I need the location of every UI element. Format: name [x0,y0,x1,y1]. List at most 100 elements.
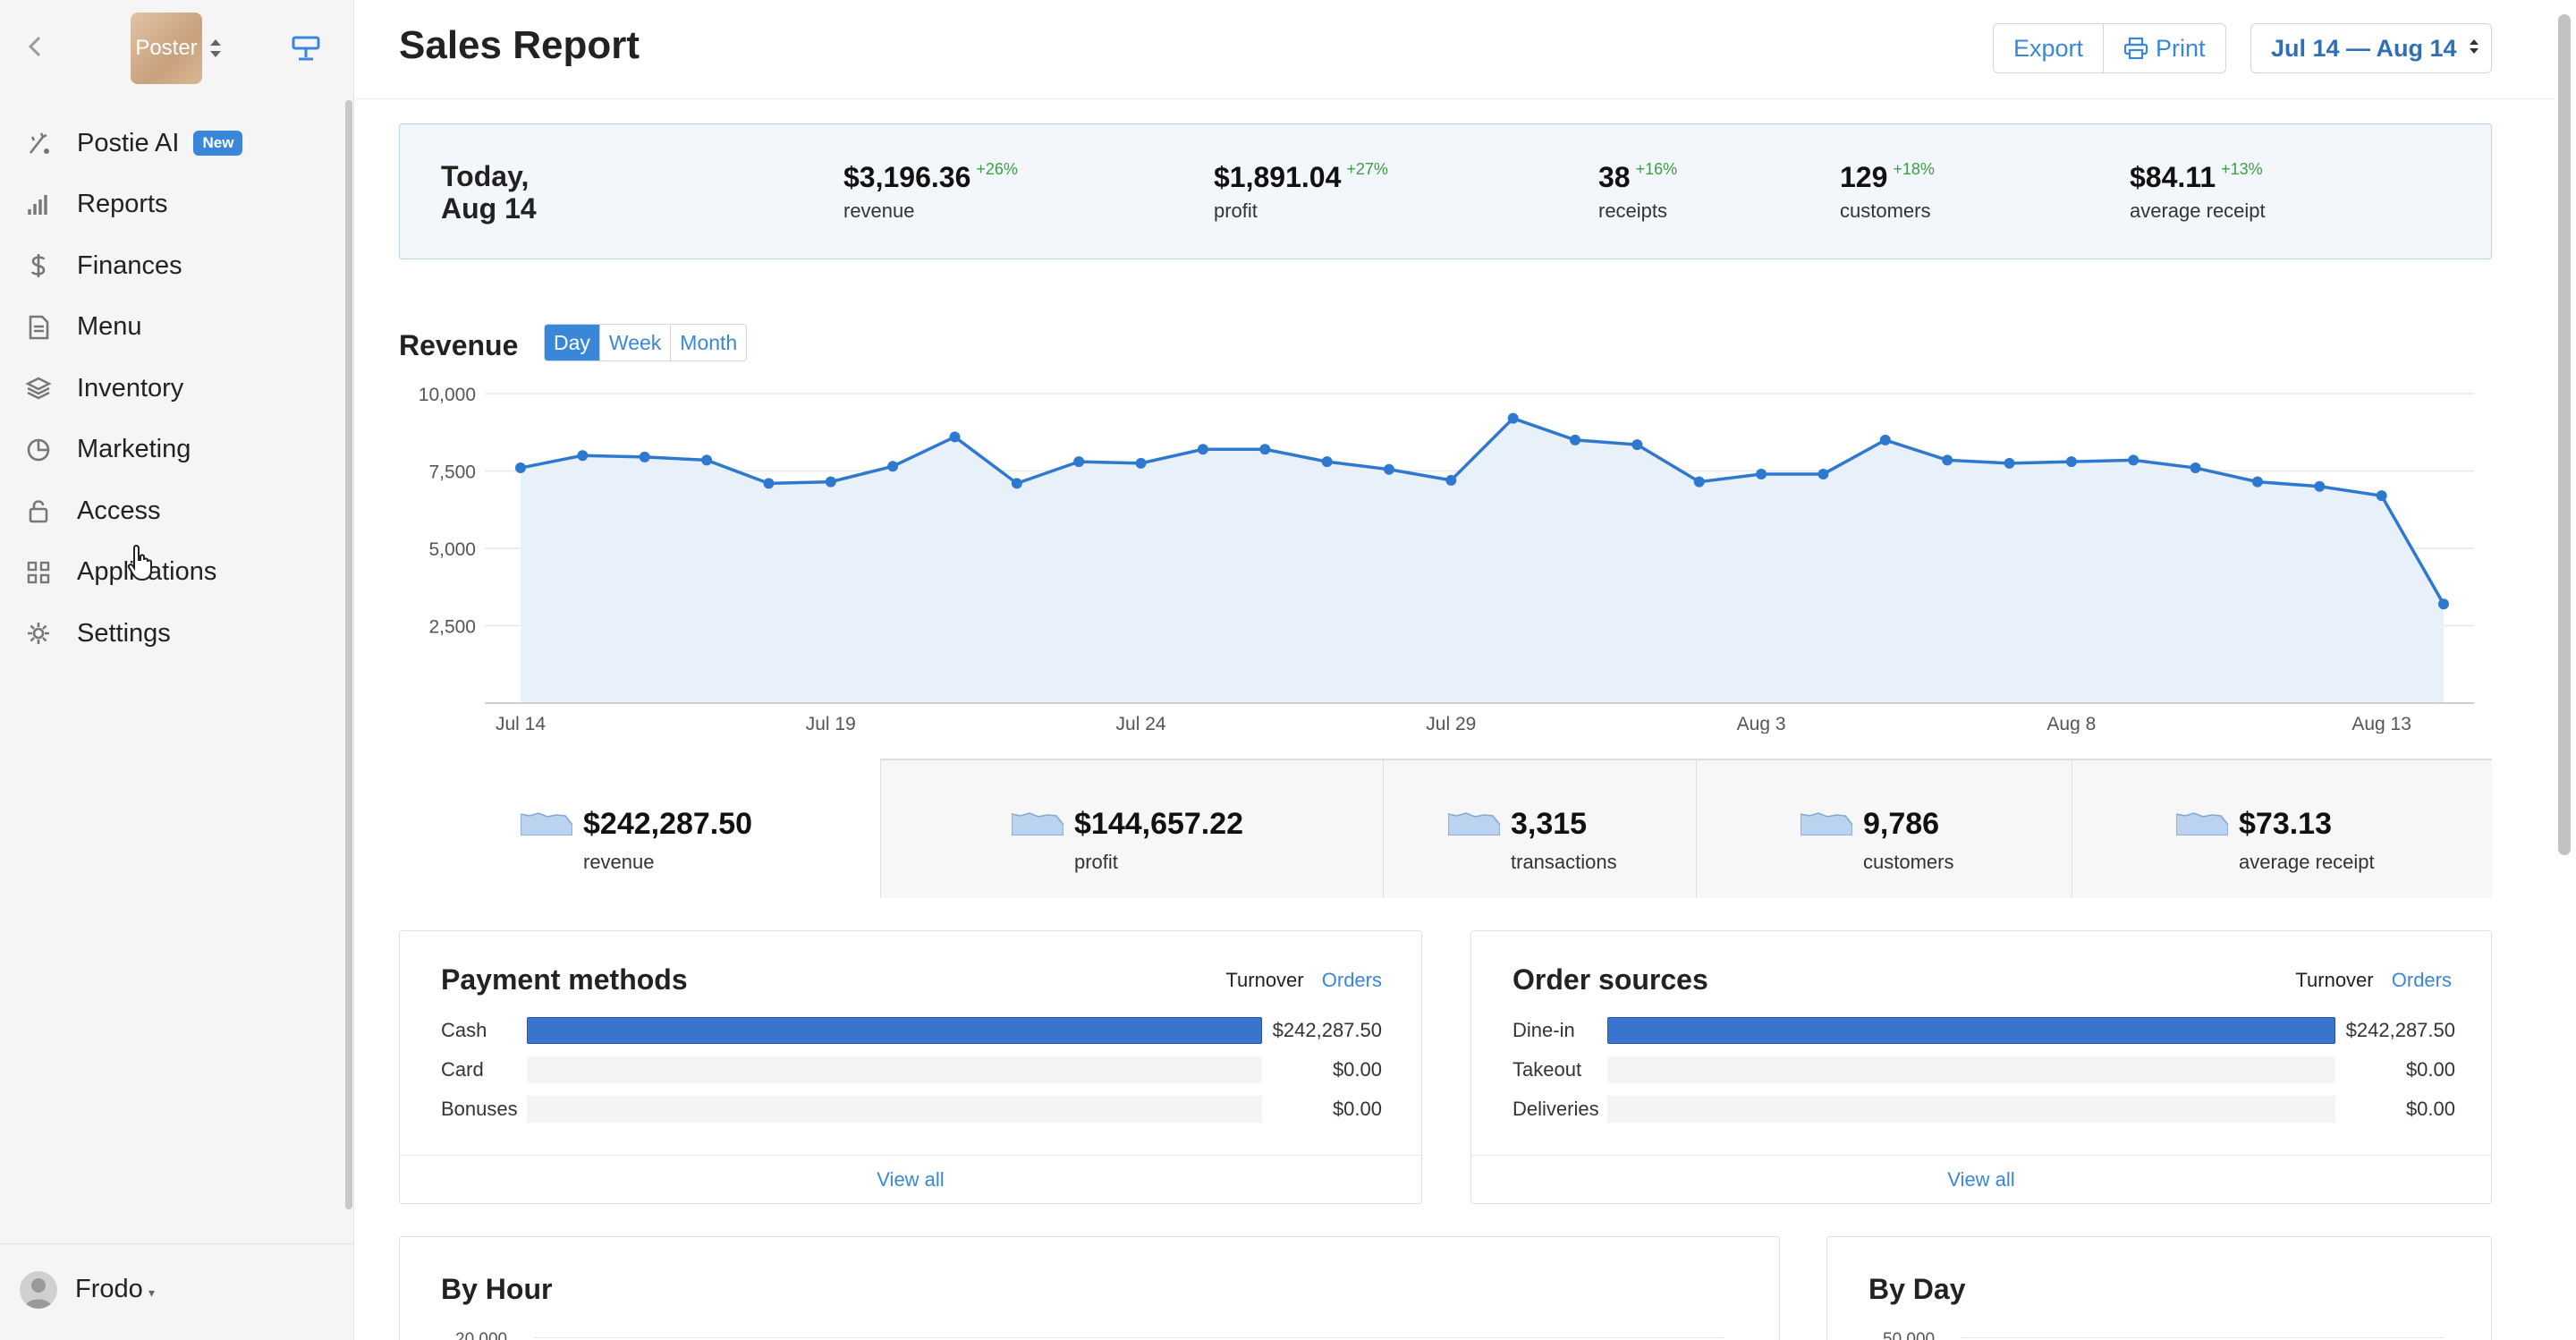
view-all-link[interactable]: View all [1471,1155,2491,1203]
sidebar-item-label: Finances [77,250,182,280]
layers-icon [25,375,52,402]
total-value: 3,315 [1511,807,1588,841]
revenue-point [1818,468,1829,479]
kpi-delta: +18% [1893,160,1935,178]
revenue-point [1321,456,1333,468]
sidebar-item-reports[interactable]: Reports [0,174,340,236]
total-transactions[interactable]: 3,315 transactions [1383,759,1696,898]
view-all-link[interactable]: View all [400,1155,1421,1203]
sidebar-nav: Postie AI New Reports Finances Menu Inve… [0,113,340,665]
lock-icon [25,497,52,524]
new-badge: New [193,131,243,157]
bar-label: Takeout [1513,1058,1582,1081]
bar-track [1607,1056,2335,1083]
tab-orders[interactable]: Orders [1321,969,1382,991]
payment-methods-card: Payment methods Turnover Orders Cash $24… [399,930,1422,1204]
period-month-button[interactable]: Month [670,325,747,360]
bar-fill [527,1017,1262,1044]
period-week-button[interactable]: Week [598,325,671,360]
today-summary: Today, Aug 14 $3,196.36 +26% revenue $1,8… [399,123,2492,259]
axis-tick-label: 50,000 [1883,1330,1936,1340]
grid-line [1962,1337,2445,1338]
sidebar-item-applications[interactable]: Applications [0,542,340,604]
export-button[interactable]: Export [1994,24,2104,72]
bar-label: Card [441,1058,484,1081]
avatar [20,1271,57,1309]
document-icon [25,314,52,341]
sidebar-scrollbar[interactable] [345,100,352,1209]
back-arrow-icon[interactable] [23,30,48,63]
kpi-label: profit [1214,199,1258,222]
venue-logo[interactable]: Poster [131,13,202,84]
revenue-point [763,478,775,489]
revenue-point [1756,468,1767,479]
x-tick-label: Jul 14 [496,714,546,734]
tab-turnover[interactable]: Turnover [1225,969,1304,991]
date-range-picker[interactable]: Jul 14 — Aug 14 [2250,23,2492,73]
bar-track [1607,1017,2335,1044]
sidebar-item-access[interactable]: Access [0,480,340,542]
sidebar-header: Poster [0,0,354,97]
period-toggle: Day Week Month [544,324,748,361]
sparkline-icon [2176,812,2228,835]
revenue-point [639,451,650,462]
tab-orders[interactable]: Orders [2391,969,2452,991]
sidebar-item-inventory[interactable]: Inventory [0,358,340,420]
bar-row: Deliveries $0.00 [1513,1096,2455,1123]
kpi-revenue: $3,196.36 +26% revenue [843,160,1018,223]
sidebar-item-label: Marketing [77,435,191,464]
x-tick-label: Jul 24 [1116,714,1166,734]
period-day-button[interactable]: Day [545,325,599,360]
main-scrollbar[interactable] [2558,14,2571,855]
revenue-point [577,450,589,462]
x-tick-label: Aug 3 [1737,714,1786,734]
revenue-point [825,476,836,488]
sparkline-icon [1012,812,1063,835]
user-menu[interactable]: Frodo ▾ [0,1243,354,1340]
kpi-label: average receipt [2130,199,2266,222]
bar-value: $242,287.50 [2345,1019,2455,1041]
pos-terminal-icon[interactable] [288,32,324,64]
card-tabs: Turnover Orders [1213,969,1382,992]
y-tick-label: 10,000 [419,385,476,405]
total-profit[interactable]: $144,657.22 profit [880,759,1383,898]
page-title: Sales Report [399,23,640,67]
bar-row: Cash $242,287.50 [441,1017,1382,1044]
revenue-chart: 10,000 7,500 5,000 2,500 Jul 14 Jul 19 Jul 24 J… [419,385,2474,734]
revenue-point [2128,454,2140,466]
x-tick-label: Jul 29 [1426,714,1476,734]
switch-caret-icon[interactable] [208,36,224,61]
kpi-customers: 129 +18% customers [1840,160,1935,223]
total-customers[interactable]: 9,786 customers [1696,759,2072,898]
total-value: $242,287.50 [583,807,753,841]
x-tick-label: Jul 19 [806,714,856,734]
bar-row: Bonuses $0.00 [441,1096,1382,1123]
header-actions: Export Print [1993,23,2226,73]
revenue-point [1942,454,1953,466]
sidebar-item-marketing[interactable]: Marketing [0,420,340,481]
bar-fill [1607,1017,2335,1044]
revenue-point [701,454,713,466]
kpi-label: customers [1840,199,1931,222]
dollar-icon [25,252,52,279]
sidebar-item-postie-ai[interactable]: Postie AI New [0,113,340,174]
y-tick-label: 7,500 [428,462,476,483]
revenue-point [1693,476,1705,488]
revenue-line [520,416,2445,606]
chevron-down-icon: ▾ [148,1285,156,1300]
revenue-point [1011,478,1022,489]
x-tick-label: Aug 8 [2046,714,2096,734]
print-button[interactable]: Print [2103,24,2225,72]
sidebar-item-menu[interactable]: Menu [0,297,340,359]
today-date-line2: Aug 14 [441,192,537,225]
bar-label: Dine-in [1513,1019,1575,1041]
revenue-point [1197,444,1208,455]
total-revenue[interactable]: $242,287.50 revenue [399,759,880,898]
total-average-receipt[interactable]: $73.13 average receipt [2072,759,2492,898]
revenue-point [2438,598,2449,610]
revenue-point [887,461,899,472]
sort-caret-icon [2468,35,2480,63]
sidebar-item-finances[interactable]: Finances [0,235,340,297]
tab-turnover[interactable]: Turnover [2295,969,2374,991]
sidebar-item-settings[interactable]: Settings [0,603,340,665]
